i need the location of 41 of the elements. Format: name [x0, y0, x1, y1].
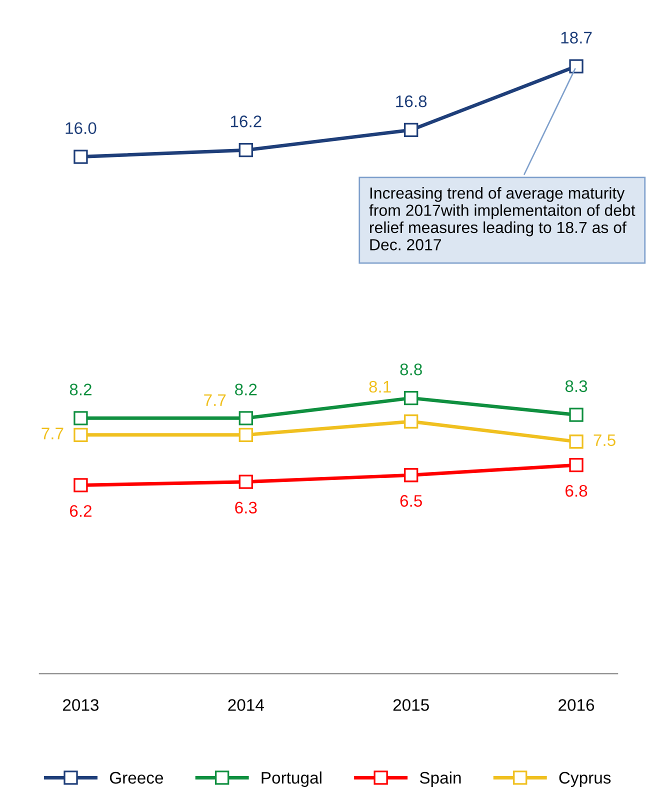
data-label: 16.0 [66, 122, 96, 134]
data-label: 8.8 [400, 364, 422, 376]
legend-label: Spain [420, 771, 461, 787]
x-tick-label: 2015 [393, 699, 429, 711]
data-label: 8.3 [565, 380, 588, 392]
point [569, 458, 584, 472]
data-label: 8.2 [235, 384, 257, 396]
point [74, 478, 88, 492]
point [569, 408, 584, 422]
point [74, 428, 88, 442]
legend-label: Cyprus [559, 772, 611, 787]
point [238, 411, 253, 426]
annotation: Increasing trend of average maturity from 2017with implementaiton of debt relief measures leading to 18.7 as of Dec. 2017 [369, 187, 636, 250]
data-label: 6.2 [70, 505, 92, 517]
point [74, 150, 88, 164]
point [404, 414, 418, 429]
point [238, 142, 253, 158]
data-label: 8.2 [70, 384, 92, 396]
point [404, 122, 418, 138]
data-label: 6.3 [235, 502, 257, 514]
point [404, 390, 418, 406]
data-label: 7.7 [42, 428, 64, 440]
point [404, 468, 418, 482]
point [74, 411, 88, 426]
data-label: 7.7 [204, 394, 226, 406]
data-label: 18.7 [561, 32, 592, 44]
data-label: 6.8 [566, 484, 588, 497]
point [238, 474, 253, 489]
data-label: 7.5 [594, 434, 616, 446]
point [238, 428, 253, 442]
point [569, 434, 584, 449]
data-label: 6.5 [400, 495, 422, 507]
x-tick-label: 2014 [228, 699, 264, 711]
legend-label: Portugal [262, 771, 322, 787]
point [569, 59, 584, 74]
data-label: 16.2 [230, 116, 262, 128]
x-tick-label: 2016 [558, 699, 594, 711]
legend-label: Greece [110, 772, 164, 784]
data-label: 8.1 [369, 380, 391, 393]
data-label: 16.8 [396, 95, 427, 108]
x-tick-label: 2013 [63, 699, 99, 711]
